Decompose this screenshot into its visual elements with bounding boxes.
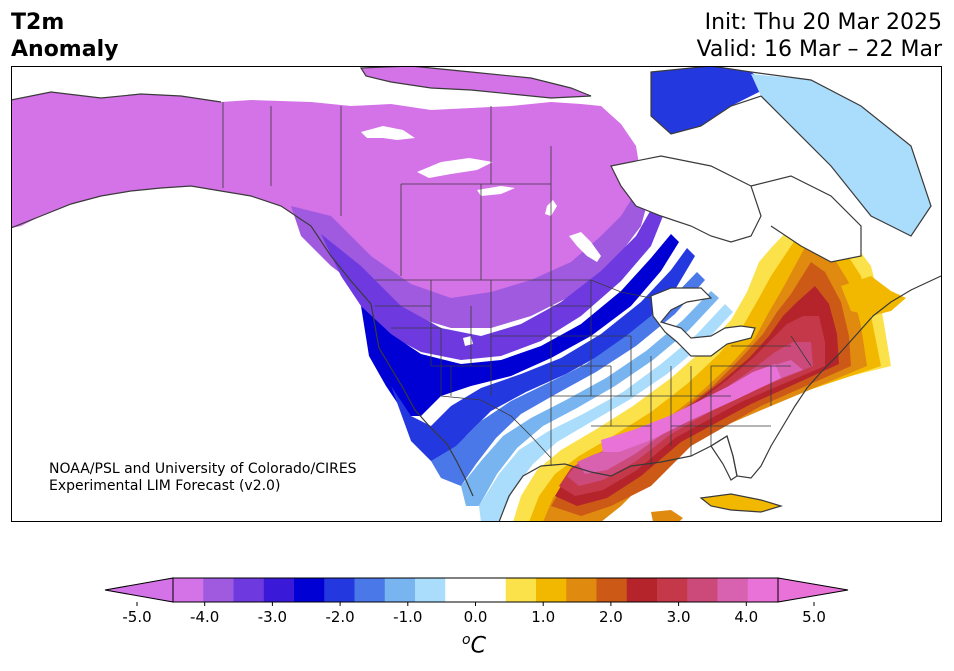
forecast-dates: Init: Thu 20 Mar 2025 Valid: 16 Mar – 22… [697,9,942,63]
anomaly-map [11,66,942,522]
cuba-coast [699,493,784,513]
james-bay [569,232,601,262]
colorbar-swatch [263,578,295,602]
colorbar-tick-label: 4.0 [734,608,758,626]
colorbar-swatch [536,578,567,602]
colorbar-swatch [415,578,446,602]
labrador-white [751,176,861,262]
colorbar-swatch [384,578,416,602]
us-states-east [650,335,812,466]
unit-letter: C [470,633,486,659]
hudson-bay-coast [610,155,762,243]
colorbar-swatch [173,578,204,602]
labrador-coast [750,175,862,263]
arctic-islands-cold [361,66,591,98]
colorbar-swatch [747,578,779,602]
pacific-coastline [11,91,474,497]
colorbar-swatch [354,578,386,602]
colorbar-swatch [324,578,355,602]
blue-pale-band [479,304,733,522]
colorbar-tick-label: -3.0 [258,608,287,626]
title-line-1: T2m [11,10,65,35]
colorbar-over-arrow [777,577,849,603]
lake-athabasca [477,186,515,196]
colorbar-tick-label: -4.0 [190,608,219,626]
florida-coast [710,435,738,481]
blue-light-band [461,291,719,506]
boundaries [11,66,942,522]
colorbar-tick-label: 1.0 [531,608,555,626]
blue-band [391,248,695,461]
colorbar-swatch [566,578,597,602]
colorbar-swatch [233,578,265,602]
us-mexico-border [440,395,552,459]
colorbar-swatches [104,577,849,603]
blue-dark-band [361,234,679,416]
map-title: T2m Anomaly [11,9,118,63]
colorbar-swatch [687,578,718,602]
colorbar-tick-label: 5.0 [802,608,826,626]
provinces [270,106,552,280]
great-slave-lake [417,158,493,178]
init-date: Init: Thu 20 Mar 2025 [704,10,942,35]
colorbar-unit: oC [462,632,486,658]
colorbar-swatch [657,578,688,602]
arctic-islands-coast [359,66,592,99]
colorbar-swatch [294,578,325,602]
warm-anomaly-shading [513,206,906,522]
colorbar-swatch [626,578,658,602]
colorbar-tick-label: -1.0 [393,608,422,626]
colorbar-swatch [505,578,537,602]
water-bodies [361,126,861,356]
yucatan-warm [651,510,683,522]
great-lakes-coast [650,287,756,357]
colorbar-swatch [203,578,234,602]
nova-scotia-warm [841,276,906,316]
blue-mid-band [431,272,705,486]
hudson-bay-white [611,156,761,242]
cold-anomaly-shading [11,66,931,522]
colorbar: -5.0 -4.0 -3.0 -2.0 -1.0 0.0 1.0 2.0 3.0 4.0 5.0 [104,577,849,626]
colorbar-ticks: -5.0 -4.0 -3.0 -2.0 -1.0 0.0 1.0 2.0 3.0 4.0 5.0 [122,602,826,626]
colorbar-swatch [445,578,476,602]
great-lakes [651,288,755,356]
colorbar-under-arrow [104,577,174,603]
greenland-blue [651,66,771,134]
us-states-west [375,280,551,396]
us-states-central [550,280,651,466]
unit-degree: o [462,632,471,648]
greenland-coast [650,66,932,237]
colorbar-swatch [475,578,507,602]
greenland-pale [751,74,931,236]
colorbar-tick-label: -2.0 [325,608,354,626]
title-line-2: Anomaly [11,37,119,62]
great-salt-lake [463,336,473,346]
indigo-band [321,206,663,360]
great-bear-lake [361,126,415,140]
colorbar-tick-label: -5.0 [122,608,151,626]
colorbar-swatch [717,578,749,602]
valid-range: Valid: 16 Mar – 22 Mar [696,37,942,62]
map-frame [11,66,942,522]
data-credit: NOAA/PSL and University of Colorado/CIRE… [49,461,357,495]
credit-line-1: NOAA/PSL and University of Colorado/CIRE… [49,461,357,477]
colorbar-tick-label: 0.0 [464,608,488,626]
credit-line-2: Experimental LIM Forecast (v2.0) [49,478,281,494]
colorbar-swatch [596,578,628,602]
colorbar-tick-label: 2.0 [599,608,623,626]
colorbar-tick-label: 3.0 [667,608,691,626]
political-borders [222,102,812,466]
alaska-canada-cold-region [11,92,641,306]
